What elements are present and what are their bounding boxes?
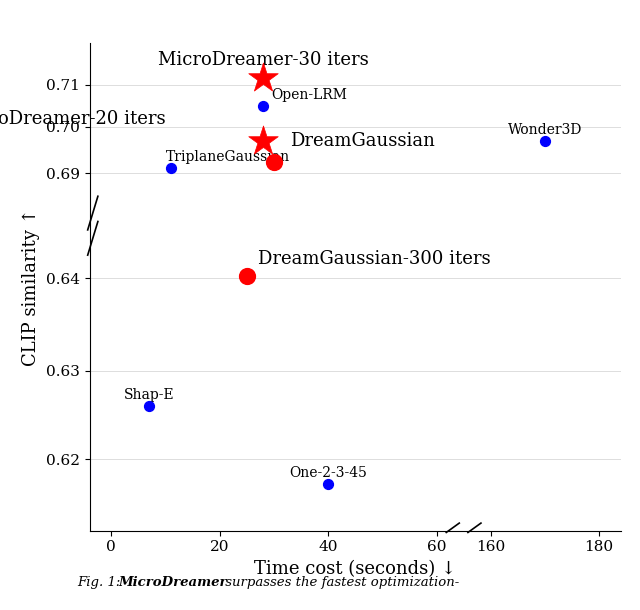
Text: TriplaneGaussian: TriplaneGaussian	[166, 150, 290, 164]
Point	[540, 136, 550, 146]
Text: MicroDreamer-20 iters: MicroDreamer-20 iters	[0, 110, 166, 128]
Text: Shap-E: Shap-E	[124, 388, 175, 402]
Point	[242, 271, 252, 281]
Text: DreamGaussian-300 iters: DreamGaussian-300 iters	[258, 249, 490, 268]
Point	[144, 401, 154, 411]
Text: surpasses the fastest optimization-: surpasses the fastest optimization-	[221, 576, 459, 589]
Text: Open-LRM: Open-LRM	[271, 88, 347, 102]
Point	[258, 73, 268, 82]
Y-axis label: CLIP similarity ↑: CLIP similarity ↑	[22, 208, 40, 365]
Text: MicroDreamer-30 iters: MicroDreamer-30 iters	[157, 51, 369, 70]
X-axis label: Time cost (seconds) ↓: Time cost (seconds) ↓	[254, 560, 456, 578]
Point	[323, 479, 333, 489]
Text: DreamGaussian: DreamGaussian	[290, 132, 435, 149]
Text: Wonder3D: Wonder3D	[508, 123, 582, 137]
Point	[258, 101, 268, 110]
Point	[269, 157, 279, 167]
Text: One-2-3-45: One-2-3-45	[289, 466, 367, 480]
Text: MicroDreamer: MicroDreamer	[118, 576, 227, 589]
Point	[166, 163, 176, 173]
Text: Fig. 1:: Fig. 1:	[77, 576, 124, 589]
Point	[258, 136, 268, 146]
